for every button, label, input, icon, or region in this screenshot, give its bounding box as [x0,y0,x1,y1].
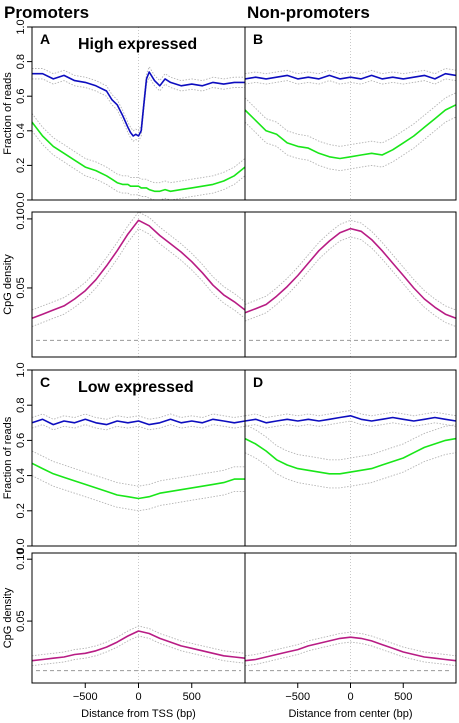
y-axis-label: Fraction of reads [2,72,14,155]
series-magenta-line [31,219,246,320]
series-blue-lower-band [244,78,457,85]
x-tick-label: 500 [394,691,412,703]
series-green-upper-band [244,92,457,147]
panel-b-cpg [244,211,457,358]
series-magenta-lower-band [244,641,457,667]
x-axis-label: Distance from TSS (bp) [81,708,196,720]
x-tick-label: −500 [73,691,98,703]
series-blue-line [244,72,457,80]
panel-frame [31,552,246,684]
x-tick-label: 0 [347,691,353,703]
panel-c: C Low expressed 0.0 0.2 0.4 0.6 0.8 1.0 Fraction… [2,362,246,554]
y-tick-label: 0.10 [15,208,27,229]
panel-title: Low expressed [78,379,194,396]
series-green-line [244,104,457,160]
y-tick-label: 0.6 [15,433,27,448]
x-tick-label: 0 [135,691,141,703]
y-tick-label: 1.0 [15,362,27,377]
panel-frame [244,369,457,547]
panel-letter: D [253,374,263,390]
series-green-lower-band [244,452,457,489]
x-axis-label: Distance from center (bp) [288,708,412,720]
y-tick-label: 0.0 [15,538,27,553]
series-blue-upper-band [244,410,457,418]
y-tick-label: 1.0 [15,19,27,34]
y-tick-label: 0.4 [15,123,27,138]
x-tick-label: 500 [183,691,201,703]
y-tick-label: 0.2 [15,503,27,518]
y-tick-label: 0.0 [15,192,27,207]
series-green-line [31,121,246,193]
panel-a-cpg: 0.05 0.10 CpG density [2,208,246,358]
series-green-upper-band [31,113,246,184]
y-tick-label: 0.10 [15,548,27,569]
series-green-line [31,462,245,500]
series-blue-lower-band [31,424,246,431]
series-magenta-line [244,636,457,662]
y-tick-label: 0.8 [15,398,27,413]
series-blue-upper-band [31,413,246,420]
series-blue-line [31,418,246,426]
panel-frame [244,211,457,358]
x-tick-label: −500 [285,691,310,703]
series-blue-upper-band [244,68,457,75]
y-tick-label: 0.6 [15,89,27,104]
panel-letter: B [253,31,263,47]
series-green-lower-band [244,116,457,172]
column-header-non-promoters: Non-promoters [247,3,370,22]
y-axis-label: Fraction of reads [2,416,14,499]
series-blue-lower-band [32,76,245,142]
panel-letter: C [40,374,50,390]
y-tick-label: 0.05 [15,277,27,298]
panel-b: B [244,26,457,201]
panel-letter: A [40,31,50,47]
series-green-upper-band [31,450,245,487]
panel-frame [244,26,457,201]
y-tick-label: 0.05 [15,610,27,631]
panel-d-cpg: −500 0 500 Distance from center (bp) [244,552,457,720]
series-green-lower-band [31,130,246,201]
y-axis-label: CpG density [2,254,14,315]
series-blue-line [32,71,245,137]
series-blue-line [244,414,457,424]
series-magenta-upper-band [31,625,246,657]
series-magenta-line [244,227,457,320]
panel-d: D [244,369,457,547]
series-green-line [244,437,457,475]
panels: A High expressed 0.0 0.2 0.4 0.6 0.8 1.0 Fractio… [2,19,457,720]
series-magenta-line [31,630,246,662]
series-magenta-upper-band [244,631,457,657]
panel-frame [244,552,457,684]
y-tick-label: 0.2 [15,158,27,173]
panel-title: High expressed [78,36,197,53]
series-green-upper-band [244,424,457,461]
series-magenta-lower-band [31,635,246,667]
y-axis-label: CpG density [2,587,14,648]
series-blue-lower-band [244,420,457,429]
panel-a: A High expressed 0.0 0.2 0.4 0.6 0.8 1.0 Fractio… [2,19,246,208]
panel-c-cpg: 0.05 0.10 CpG density −500 0 500 Distance from… [2,548,246,720]
series-blue-upper-band [32,65,245,132]
y-tick-label: 0.8 [15,54,27,69]
y-tick-label: 0.4 [15,468,27,483]
column-header-promoters: Promoters [4,3,89,22]
